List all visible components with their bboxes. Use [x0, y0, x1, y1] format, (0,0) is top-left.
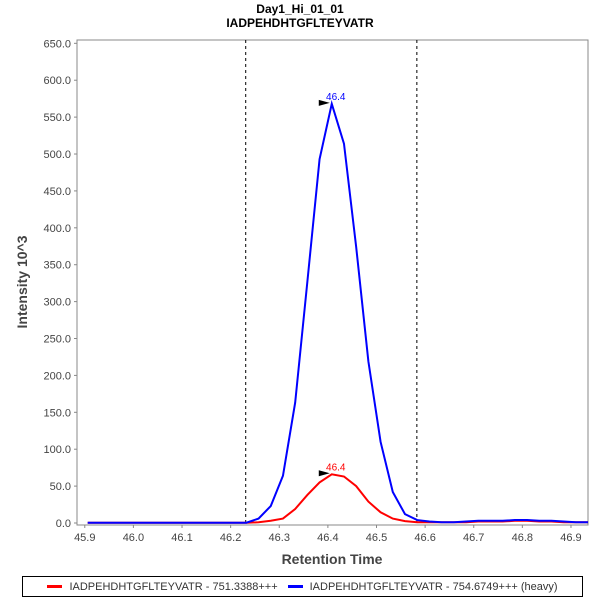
y-tick-label: 100.0 — [43, 444, 71, 456]
y-tick-label: 300.0 — [43, 297, 71, 309]
x-tick-label: 46.1 — [171, 532, 192, 544]
y-tick-label: 650.0 — [43, 38, 71, 50]
y-tick-label: 550.0 — [43, 112, 71, 124]
x-tick-label: 46.0 — [123, 532, 144, 544]
legend-item-light: IADPEHDHTGFLTEYVATR - 751.3388+++ — [69, 580, 278, 593]
chart-title: Day1_Hi_01_01 — [256, 2, 344, 16]
y-tick-label: 400.0 — [43, 223, 71, 235]
x-tick-label: 45.9 — [74, 532, 95, 544]
x-tick-label: 46.4 — [317, 532, 338, 544]
x-tick-label: 46.7 — [463, 532, 484, 544]
y-tick-label: 50.0 — [50, 481, 71, 493]
y-tick-label: 0.0 — [56, 518, 71, 530]
peak-label: 46.4 — [326, 462, 346, 473]
x-tick-label: 46.5 — [366, 532, 387, 544]
y-tick-label: 500.0 — [43, 149, 71, 161]
chart-subtitle: IADPEHDHTGFLTEYVATR — [226, 16, 374, 30]
y-axis-label: Intensity 10^3 — [14, 235, 30, 328]
heavy-series-line — [87, 99, 589, 524]
y-tick-label: 150.0 — [43, 407, 71, 419]
x-axis-label: Retention Time — [282, 551, 383, 567]
peak-label: 46.4 — [326, 92, 346, 103]
x-tick-label: 46.8 — [512, 532, 533, 544]
legend-swatch-heavy — [287, 585, 303, 588]
peak-marker-icon — [318, 99, 330, 106]
x-tick-label: 46.3 — [269, 532, 290, 544]
plot-area — [76, 39, 589, 526]
x-tick-label: 46.6 — [414, 532, 435, 544]
y-tick-label: 350.0 — [43, 260, 71, 272]
chart-legend: IADPEHDHTGFLTEYVATR - 751.3388+++ IADPEH… — [22, 576, 583, 597]
x-tick-label: 46.9 — [560, 532, 581, 544]
y-tick-label: 450.0 — [43, 186, 71, 198]
legend-swatch-light — [47, 585, 63, 588]
y-tick-label: 200.0 — [43, 370, 71, 382]
x-tick-label: 46.2 — [220, 532, 241, 544]
peak-marker-icon — [318, 470, 330, 477]
y-tick-label: 250.0 — [43, 334, 71, 346]
legend-item-heavy: IADPEHDHTGFLTEYVATR - 754.6749+++ (heavy… — [309, 580, 558, 593]
y-tick-label: 600.0 — [43, 75, 71, 87]
